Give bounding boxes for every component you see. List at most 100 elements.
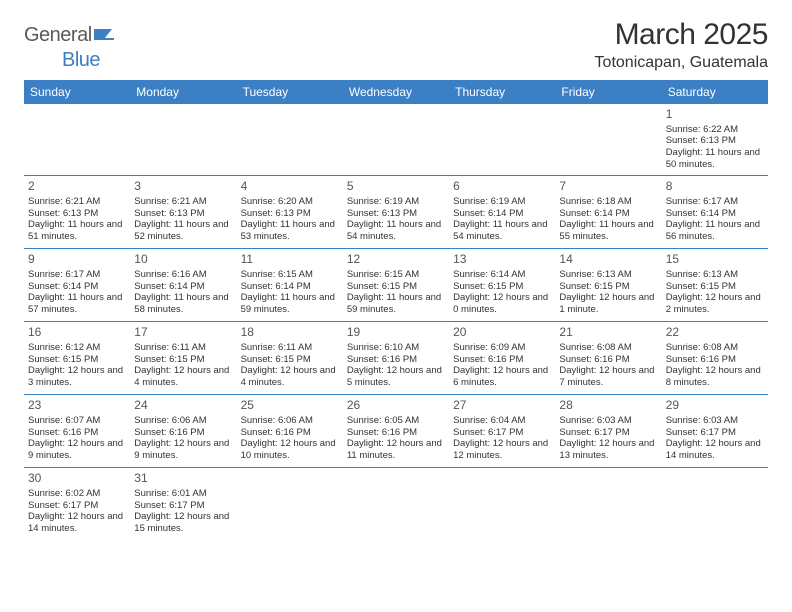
- sunset-line: Sunset: 6:14 PM: [453, 208, 551, 220]
- day-number: 17: [134, 325, 232, 341]
- sunset-line: Sunset: 6:15 PM: [347, 281, 445, 293]
- sunrise-line: Sunrise: 6:03 AM: [666, 415, 764, 427]
- daylight-line: Daylight: 12 hours and 5 minutes.: [347, 365, 445, 389]
- sunrise-line: Sunrise: 6:06 AM: [134, 415, 232, 427]
- daylight-line: Daylight: 12 hours and 2 minutes.: [666, 292, 764, 316]
- day-cell: 8Sunrise: 6:17 AMSunset: 6:14 PMDaylight…: [662, 176, 768, 248]
- sunrise-line: Sunrise: 6:13 AM: [559, 269, 657, 281]
- day-number: 10: [134, 252, 232, 268]
- logo-text-gray: General: [24, 24, 92, 46]
- day-cell: [343, 104, 449, 175]
- sunset-line: Sunset: 6:16 PM: [134, 427, 232, 439]
- day-cell: 1Sunrise: 6:22 AMSunset: 6:13 PMDaylight…: [662, 104, 768, 175]
- day-number: 18: [241, 325, 339, 341]
- day-cell: 13Sunrise: 6:14 AMSunset: 6:15 PMDayligh…: [449, 249, 555, 321]
- sunset-line: Sunset: 6:14 PM: [559, 208, 657, 220]
- sunset-line: Sunset: 6:13 PM: [666, 135, 764, 147]
- calendar: Sunday Monday Tuesday Wednesday Thursday…: [24, 80, 768, 540]
- daylight-line: Daylight: 12 hours and 14 minutes.: [28, 511, 126, 535]
- daylight-line: Daylight: 12 hours and 0 minutes.: [453, 292, 551, 316]
- sunrise-line: Sunrise: 6:04 AM: [453, 415, 551, 427]
- day-cell: 25Sunrise: 6:06 AMSunset: 6:16 PMDayligh…: [237, 395, 343, 467]
- sunset-line: Sunset: 6:14 PM: [28, 281, 126, 293]
- week-row: 23Sunrise: 6:07 AMSunset: 6:16 PMDayligh…: [24, 395, 768, 468]
- weekday-label: Thursday: [449, 80, 555, 104]
- daylight-line: Daylight: 12 hours and 6 minutes.: [453, 365, 551, 389]
- sunrise-line: Sunrise: 6:15 AM: [347, 269, 445, 281]
- day-cell: 7Sunrise: 6:18 AMSunset: 6:14 PMDaylight…: [555, 176, 661, 248]
- logo-text-blue: Blue: [62, 49, 100, 71]
- sunset-line: Sunset: 6:13 PM: [241, 208, 339, 220]
- day-cell: 5Sunrise: 6:19 AMSunset: 6:13 PMDaylight…: [343, 176, 449, 248]
- sunset-line: Sunset: 6:15 PM: [134, 354, 232, 366]
- daylight-line: Daylight: 11 hours and 53 minutes.: [241, 219, 339, 243]
- day-number: 6: [453, 179, 551, 195]
- sunrise-line: Sunrise: 6:13 AM: [666, 269, 764, 281]
- sunrise-line: Sunrise: 6:19 AM: [347, 196, 445, 208]
- day-number: 21: [559, 325, 657, 341]
- sunset-line: Sunset: 6:14 PM: [134, 281, 232, 293]
- daylight-line: Daylight: 11 hours and 52 minutes.: [134, 219, 232, 243]
- week-row: 9Sunrise: 6:17 AMSunset: 6:14 PMDaylight…: [24, 249, 768, 322]
- sunset-line: Sunset: 6:15 PM: [666, 281, 764, 293]
- sunrise-line: Sunrise: 6:03 AM: [559, 415, 657, 427]
- day-number: 22: [666, 325, 764, 341]
- sunrise-line: Sunrise: 6:21 AM: [28, 196, 126, 208]
- weekday-label: Monday: [130, 80, 236, 104]
- day-cell: 20Sunrise: 6:09 AMSunset: 6:16 PMDayligh…: [449, 322, 555, 394]
- day-cell: 30Sunrise: 6:02 AMSunset: 6:17 PMDayligh…: [24, 468, 130, 540]
- sunset-line: Sunset: 6:16 PM: [453, 354, 551, 366]
- sunset-line: Sunset: 6:16 PM: [241, 427, 339, 439]
- sunset-line: Sunset: 6:15 PM: [559, 281, 657, 293]
- sunrise-line: Sunrise: 6:15 AM: [241, 269, 339, 281]
- daylight-line: Daylight: 12 hours and 14 minutes.: [666, 438, 764, 462]
- weekday-label: Tuesday: [237, 80, 343, 104]
- sunrise-line: Sunrise: 6:08 AM: [666, 342, 764, 354]
- sunrise-line: Sunrise: 6:11 AM: [134, 342, 232, 354]
- day-number: 12: [347, 252, 445, 268]
- day-cell: 24Sunrise: 6:06 AMSunset: 6:16 PMDayligh…: [130, 395, 236, 467]
- daylight-line: Daylight: 11 hours and 59 minutes.: [241, 292, 339, 316]
- day-cell: 14Sunrise: 6:13 AMSunset: 6:15 PMDayligh…: [555, 249, 661, 321]
- day-number: 20: [453, 325, 551, 341]
- day-cell: 9Sunrise: 6:17 AMSunset: 6:14 PMDaylight…: [24, 249, 130, 321]
- sunset-line: Sunset: 6:13 PM: [28, 208, 126, 220]
- logo: General Blue: [24, 24, 116, 72]
- day-cell: 27Sunrise: 6:04 AMSunset: 6:17 PMDayligh…: [449, 395, 555, 467]
- day-cell: [24, 104, 130, 175]
- day-number: 11: [241, 252, 339, 268]
- day-cell: 19Sunrise: 6:10 AMSunset: 6:16 PMDayligh…: [343, 322, 449, 394]
- sunset-line: Sunset: 6:15 PM: [241, 354, 339, 366]
- week-row: 16Sunrise: 6:12 AMSunset: 6:15 PMDayligh…: [24, 322, 768, 395]
- sunrise-line: Sunrise: 6:12 AM: [28, 342, 126, 354]
- sunset-line: Sunset: 6:17 PM: [134, 500, 232, 512]
- day-number: 3: [134, 179, 232, 195]
- daylight-line: Daylight: 12 hours and 15 minutes.: [134, 511, 232, 535]
- sunrise-line: Sunrise: 6:08 AM: [559, 342, 657, 354]
- day-number: 26: [347, 398, 445, 414]
- day-number: 19: [347, 325, 445, 341]
- day-cell: 22Sunrise: 6:08 AMSunset: 6:16 PMDayligh…: [662, 322, 768, 394]
- daylight-line: Daylight: 11 hours and 54 minutes.: [453, 219, 551, 243]
- day-cell: 12Sunrise: 6:15 AMSunset: 6:15 PMDayligh…: [343, 249, 449, 321]
- daylight-line: Daylight: 12 hours and 11 minutes.: [347, 438, 445, 462]
- daylight-line: Daylight: 12 hours and 3 minutes.: [28, 365, 126, 389]
- daylight-line: Daylight: 11 hours and 57 minutes.: [28, 292, 126, 316]
- daylight-line: Daylight: 12 hours and 7 minutes.: [559, 365, 657, 389]
- day-cell: 31Sunrise: 6:01 AMSunset: 6:17 PMDayligh…: [130, 468, 236, 540]
- day-number: 30: [28, 471, 126, 487]
- sunset-line: Sunset: 6:16 PM: [666, 354, 764, 366]
- sunrise-line: Sunrise: 6:18 AM: [559, 196, 657, 208]
- day-number: 7: [559, 179, 657, 195]
- day-cell: 11Sunrise: 6:15 AMSunset: 6:14 PMDayligh…: [237, 249, 343, 321]
- week-row: 1Sunrise: 6:22 AMSunset: 6:13 PMDaylight…: [24, 104, 768, 176]
- day-cell: 17Sunrise: 6:11 AMSunset: 6:15 PMDayligh…: [130, 322, 236, 394]
- day-cell: 21Sunrise: 6:08 AMSunset: 6:16 PMDayligh…: [555, 322, 661, 394]
- day-cell: 23Sunrise: 6:07 AMSunset: 6:16 PMDayligh…: [24, 395, 130, 467]
- sunset-line: Sunset: 6:14 PM: [666, 208, 764, 220]
- day-number: 5: [347, 179, 445, 195]
- sunrise-line: Sunrise: 6:10 AM: [347, 342, 445, 354]
- day-number: 24: [134, 398, 232, 414]
- sunrise-line: Sunrise: 6:17 AM: [28, 269, 126, 281]
- day-cell: [130, 104, 236, 175]
